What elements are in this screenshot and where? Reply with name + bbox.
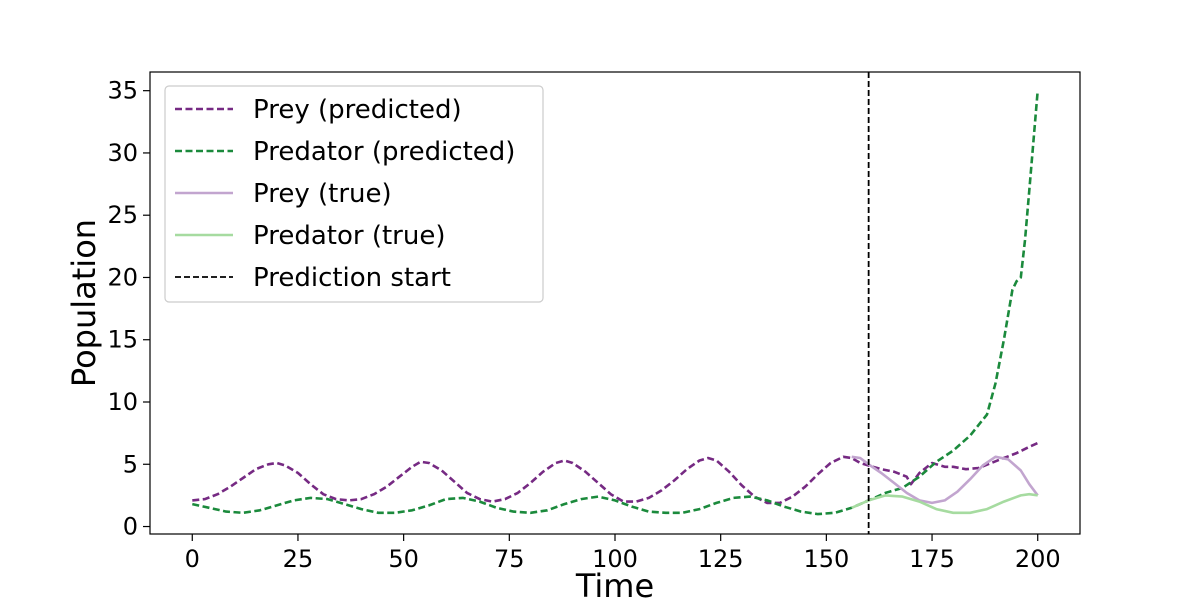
legend-box <box>164 85 544 303</box>
y-axis-label: Population <box>65 219 103 387</box>
y-ticks: 0 5 10 15 20 25 30 35 <box>107 77 150 541</box>
y-tick-label: 15 <box>107 326 138 354</box>
x-ticks: 0 25 50 75 100 125 150 175 200 <box>185 534 1061 573</box>
y-tick-label: 30 <box>107 139 138 167</box>
y-tick-label: 5 <box>123 450 138 478</box>
x-tick-label: 25 <box>283 545 314 573</box>
series-line-3 <box>851 492 1038 515</box>
y-tick-label: 0 <box>123 513 138 541</box>
legend-label: Prediction start <box>253 263 451 293</box>
x-tick-label: 150 <box>803 545 849 573</box>
x-tick-label: 125 <box>698 545 744 573</box>
legend: Prey (predicted) Predator (predicted) Prey… <box>164 85 544 303</box>
x-tick-label: 200 <box>1015 545 1061 573</box>
x-axis-label: Time <box>575 567 654 600</box>
legend-label: Predator (true) <box>253 221 445 251</box>
series-line-1 <box>192 90 1039 516</box>
y-tick-label: 35 <box>107 77 138 105</box>
series-layer <box>192 90 1039 516</box>
x-tick-label: 175 <box>909 545 955 573</box>
series-line-0 <box>192 441 1039 505</box>
legend-label: Predator (predicted) <box>253 137 515 167</box>
x-tick-label: 100 <box>592 545 638 573</box>
y-tick-label: 20 <box>107 263 138 291</box>
x-tick-label: 0 <box>185 545 200 573</box>
legend-label: Prey (predicted) <box>253 95 462 125</box>
x-tick-label: 75 <box>494 545 525 573</box>
legend-label: Prey (true) <box>253 179 392 209</box>
y-tick-label: 10 <box>107 388 138 416</box>
x-tick-label: 50 <box>388 545 419 573</box>
series-line-2 <box>851 455 1039 505</box>
y-tick-label: 25 <box>107 201 138 229</box>
